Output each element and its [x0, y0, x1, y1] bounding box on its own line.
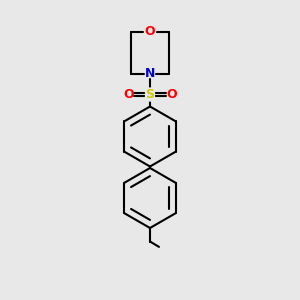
Text: O: O [145, 25, 155, 38]
Text: O: O [166, 88, 177, 101]
Text: O: O [123, 88, 134, 101]
Text: S: S [146, 88, 154, 101]
Text: N: N [145, 67, 155, 80]
